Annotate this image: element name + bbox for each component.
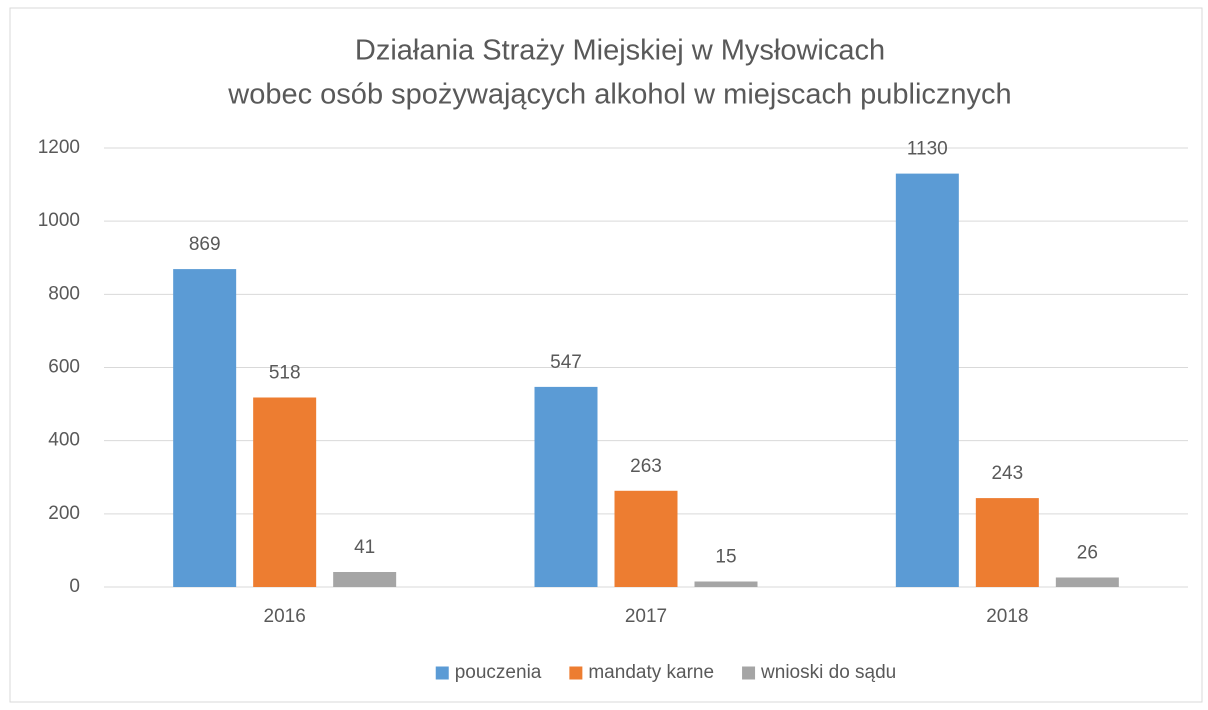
data-label: 15 [715,547,736,568]
bar [534,386,598,587]
data-label: 243 [991,463,1023,484]
y-tick-label: 800 [48,283,80,304]
bar [614,490,678,587]
x-tick-label: 2017 [625,606,667,627]
data-label: 263 [630,456,662,477]
y-tick-label: 600 [48,357,80,378]
bar [173,269,237,587]
bar [694,581,758,587]
data-label: 41 [354,537,375,558]
y-tick-label: 200 [48,503,80,524]
data-label: 1130 [907,139,948,160]
bar [333,572,397,587]
legend-label: pouczenia [455,662,542,683]
bar [1055,577,1119,587]
x-tick-label: 2018 [986,606,1028,627]
legend-swatch [435,666,449,680]
legend-swatch [569,666,583,680]
bar [895,173,959,587]
x-tick-label: 2016 [264,606,306,627]
chart-title: wobec osób spożywających alkohol w miejs… [227,79,1011,111]
y-tick-label: 1200 [38,137,80,158]
legend-label: mandaty karne [588,662,714,683]
data-label: 26 [1077,543,1098,564]
legend-label: wnioski do sądu [760,662,896,683]
data-label: 547 [550,352,582,373]
legend-swatch [742,666,756,680]
chart-title: Działania Straży Miejskiej w Mysłowicach [355,35,885,67]
bar [975,498,1039,587]
data-label: 869 [189,234,221,255]
y-tick-label: 1000 [38,210,80,231]
data-label: 518 [269,363,301,384]
y-tick-label: 400 [48,430,80,451]
y-tick-label: 0 [69,576,80,597]
bar [253,397,317,587]
